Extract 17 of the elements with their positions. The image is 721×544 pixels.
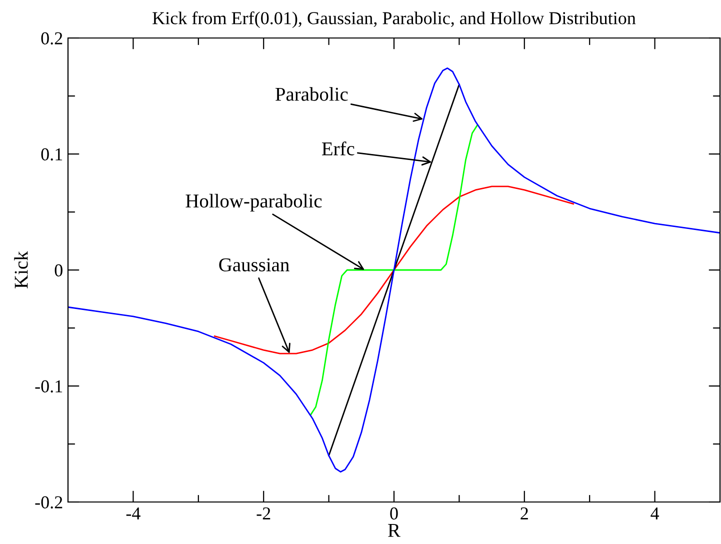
x-tick-label: 0	[390, 507, 398, 520]
x-tick-label: 4	[650, 508, 660, 520]
chart-title: Kick from Erf(0.01), Gaussian, Parabolic, and Hollow Distribution	[152, 11, 636, 28]
y-tick-label: 0.1	[41, 148, 62, 161]
y-tick-label: -0.2	[35, 496, 62, 509]
x-tick-label: -2	[256, 507, 270, 520]
y-axis-title: Kick	[14, 251, 28, 288]
x-tick-label: 2	[520, 507, 528, 520]
annotation: Gaussian	[219, 258, 290, 272]
y-tick-label: 0.2	[41, 32, 62, 45]
x-axis-title: R	[388, 524, 400, 537]
y-tick-label: 0	[54, 264, 62, 276]
annotation: Erfc	[322, 142, 354, 156]
y-tick-label: -0.1	[35, 380, 62, 393]
annotation: Hollow-parabolic	[186, 194, 322, 212]
annotation: Parabolic	[275, 87, 348, 101]
x-tick-label: -4	[126, 508, 140, 520]
